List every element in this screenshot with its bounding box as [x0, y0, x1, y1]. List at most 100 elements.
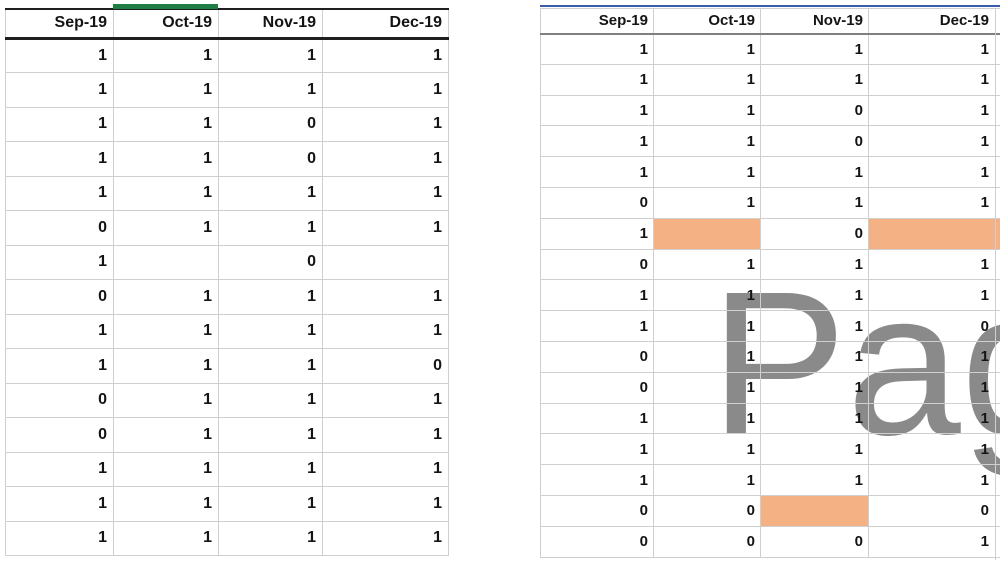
table-cell[interactable]: 1 [868, 125, 1000, 158]
table-cell[interactable]: 1 [113, 313, 219, 349]
table-cell[interactable] [653, 217, 761, 250]
table-cell[interactable]: 1 [322, 451, 449, 487]
table-cell[interactable]: 0 [540, 371, 654, 404]
table-cell[interactable]: 1 [760, 156, 869, 188]
table-cell[interactable]: 1 [760, 433, 869, 466]
table-cell[interactable]: 1 [868, 340, 1000, 373]
table-cell[interactable]: 1 [540, 464, 654, 496]
table-cell[interactable] [760, 494, 869, 527]
header-cell-dec-19[interactable]: Dec-19 [868, 8, 1000, 35]
table-cell[interactable]: 0 [868, 494, 1000, 527]
table-cell[interactable]: 1 [868, 63, 1000, 96]
table-cell[interactable]: 0 [653, 494, 761, 527]
table-cell[interactable]: 0 [5, 417, 114, 453]
table-cell[interactable] [113, 244, 219, 280]
table-cell[interactable]: 1 [653, 186, 761, 219]
table-cell[interactable]: 1 [322, 313, 449, 349]
table-cell[interactable]: 1 [653, 156, 761, 188]
table-cell[interactable]: 1 [5, 106, 114, 142]
table-cell[interactable]: 1 [322, 37, 449, 73]
table-cell[interactable]: 1 [760, 340, 869, 373]
table-cell[interactable]: 1 [218, 451, 323, 487]
table-cell[interactable]: 1 [868, 33, 1000, 65]
table-cell[interactable]: 1 [868, 371, 1000, 404]
table-cell[interactable]: 1 [322, 141, 449, 177]
table-cell[interactable]: 1 [868, 186, 1000, 219]
table-cell[interactable]: 0 [760, 125, 869, 158]
table-cell[interactable] [868, 217, 1000, 250]
table-cell[interactable]: 1 [540, 217, 654, 250]
table-cell[interactable]: 1 [113, 279, 219, 315]
table-cell[interactable]: 1 [218, 279, 323, 315]
table-cell[interactable]: 1 [540, 433, 654, 466]
table-cell[interactable]: 1 [5, 244, 114, 280]
table-cell[interactable]: 1 [113, 175, 219, 211]
table-cell[interactable]: 1 [540, 310, 654, 342]
table-cell[interactable]: 1 [653, 433, 761, 466]
header-cell-nov-19[interactable]: Nov-19 [760, 8, 869, 35]
table-cell[interactable]: 1 [868, 94, 1000, 127]
table-cell[interactable]: 1 [653, 279, 761, 312]
table-cell[interactable]: 1 [653, 464, 761, 496]
table-cell[interactable]: 1 [868, 402, 1000, 435]
table-cell[interactable]: 1 [113, 106, 219, 142]
table-cell[interactable]: 1 [113, 141, 219, 177]
header-cell-oct-19[interactable]: Oct-19 [653, 8, 761, 35]
table-cell[interactable]: 1 [113, 451, 219, 487]
table-cell[interactable]: 1 [760, 248, 869, 281]
table-cell[interactable]: 1 [322, 210, 449, 246]
table-cell[interactable]: 0 [540, 494, 654, 527]
table-cell[interactable]: 1 [218, 313, 323, 349]
table-cell[interactable]: 1 [868, 248, 1000, 281]
table-cell[interactable]: 0 [5, 382, 114, 418]
table-cell[interactable]: 1 [113, 417, 219, 453]
table-cell[interactable]: 1 [653, 340, 761, 373]
table-cell[interactable]: 0 [5, 279, 114, 315]
table-cell[interactable]: 1 [5, 313, 114, 349]
table-cell[interactable]: 0 [760, 525, 869, 558]
table-cell[interactable]: 1 [760, 402, 869, 435]
table-cell[interactable]: 1 [540, 33, 654, 65]
table-cell[interactable]: 1 [760, 279, 869, 312]
table-cell[interactable]: 1 [218, 348, 323, 384]
table-cell[interactable]: 1 [760, 186, 869, 219]
table-cell[interactable]: 1 [5, 37, 114, 73]
table-cell[interactable]: 1 [218, 72, 323, 108]
table-cell[interactable]: 0 [760, 94, 869, 127]
table-cell[interactable]: 0 [540, 248, 654, 281]
table-cell[interactable]: 1 [868, 156, 1000, 188]
table-cell[interactable]: 1 [113, 520, 219, 556]
table-cell[interactable]: 1 [760, 371, 869, 404]
table-cell[interactable]: 0 [218, 106, 323, 142]
table-cell[interactable]: 0 [653, 525, 761, 558]
table-cell[interactable]: 1 [760, 33, 869, 65]
table-cell[interactable]: 1 [760, 310, 869, 342]
table-cell[interactable]: 1 [540, 125, 654, 158]
table-cell[interactable]: 0 [868, 310, 1000, 342]
table-cell[interactable]: 1 [868, 464, 1000, 496]
table-cell[interactable]: 1 [322, 382, 449, 418]
header-cell-oct-19[interactable]: Oct-19 [113, 8, 219, 40]
table-cell[interactable]: 1 [113, 210, 219, 246]
table-cell[interactable]: 1 [653, 402, 761, 435]
header-cell-nov-19[interactable]: Nov-19 [218, 8, 323, 40]
table-cell[interactable]: 1 [322, 106, 449, 142]
table-cell[interactable]: 1 [322, 175, 449, 211]
table-cell[interactable]: 1 [218, 382, 323, 418]
table-cell[interactable]: 1 [653, 63, 761, 96]
table-cell[interactable]: 1 [868, 279, 1000, 312]
table-cell[interactable]: 1 [218, 175, 323, 211]
table-cell[interactable]: 1 [218, 37, 323, 73]
table-cell[interactable]: 1 [218, 210, 323, 246]
table-cell[interactable]: 1 [540, 279, 654, 312]
table-cell[interactable]: 0 [322, 348, 449, 384]
table-cell[interactable]: 1 [113, 37, 219, 73]
table-cell[interactable]: 0 [218, 141, 323, 177]
table-cell[interactable]: 1 [868, 525, 1000, 558]
table-cell[interactable]: 1 [760, 464, 869, 496]
table-cell[interactable]: 1 [113, 486, 219, 522]
table-cell[interactable]: 1 [653, 248, 761, 281]
table-cell[interactable]: 1 [113, 348, 219, 384]
table-cell[interactable]: 1 [540, 402, 654, 435]
table-cell[interactable]: 1 [653, 310, 761, 342]
